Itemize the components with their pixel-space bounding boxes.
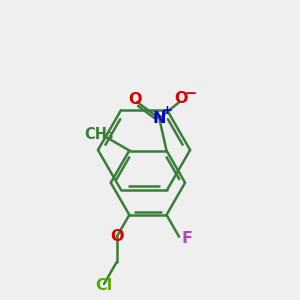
Text: Cl: Cl [95,278,113,293]
Text: O: O [174,92,188,106]
Text: O: O [110,229,124,244]
Text: −: − [185,86,197,101]
Text: F: F [181,231,192,246]
Text: N: N [152,111,166,126]
Text: +: + [162,104,173,117]
Text: CH₃: CH₃ [84,127,113,142]
Text: O: O [128,92,141,107]
